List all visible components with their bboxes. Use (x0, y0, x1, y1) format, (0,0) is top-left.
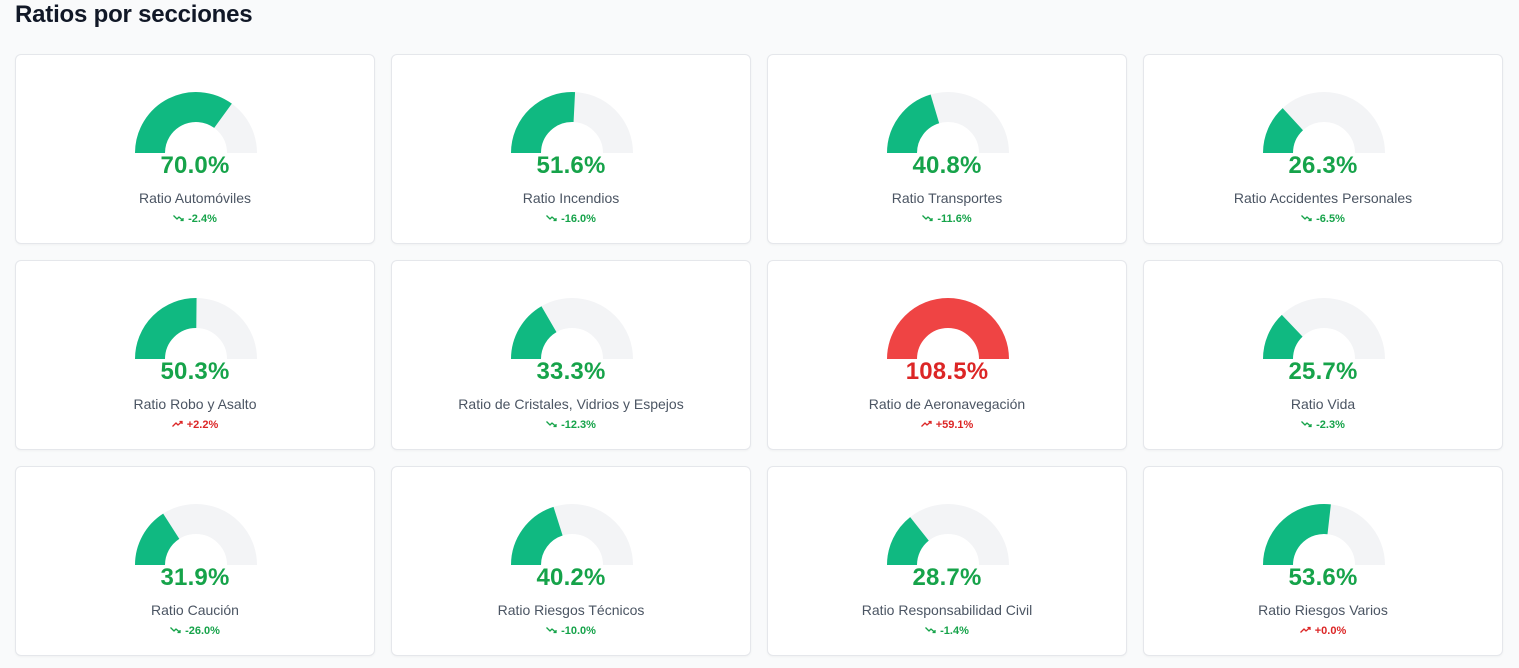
gauge-fill (511, 306, 558, 360)
trend-change-value: -2.4% (188, 213, 217, 225)
trend-change-value: -6.5% (1316, 213, 1345, 225)
trend-indicator: +0.0% (1144, 624, 1502, 638)
gauge-fill (887, 517, 930, 566)
ratio-value: 40.8% (912, 152, 982, 179)
ratio-card: 26.3% Ratio Accidentes Personales -6.5% (1143, 54, 1503, 244)
ratio-label: Ratio Transportes (891, 190, 1003, 206)
ratio-label: Ratio Accidentes Personales (1233, 190, 1413, 206)
trend-indicator: -2.4% (16, 212, 374, 226)
trend-change-value: +2.2% (186, 419, 219, 431)
gauge-fill (1263, 504, 1331, 566)
trend-change-value: +0.0% (1314, 625, 1347, 637)
ratio-label: Ratio Riesgos Técnicos (497, 602, 645, 618)
ratio-value: 28.7% (912, 564, 982, 591)
ratio-card: 51.6% Ratio Incendios -16.0% (391, 54, 751, 244)
gauge-chart (511, 504, 633, 566)
ratio-value: 33.3% (536, 358, 606, 385)
ratio-label: Ratio Responsabilidad Civil (861, 602, 1033, 618)
page-title: Ratios por secciones (15, 1, 253, 28)
ratio-card: 33.3% Ratio de Cristales, Vidrios y Espej… (391, 260, 751, 450)
trend-indicator: -12.3% (392, 418, 750, 432)
gauge-chart (135, 92, 257, 154)
gauge-chart (135, 504, 257, 566)
gauge-chart (1263, 92, 1385, 154)
ratio-label: Ratio de Cristales, Vidrios y Espejos (458, 396, 684, 412)
ratio-value: 31.9% (160, 564, 230, 591)
trend-indicator: -6.5% (1144, 212, 1502, 226)
ratio-value: 108.5% (905, 358, 989, 385)
gauge-fill (887, 94, 940, 154)
gauge-chart (511, 298, 633, 360)
ratio-card: 28.7% Ratio Responsabilidad Civil -1.4% (767, 466, 1127, 656)
trend-indicator: +2.2% (16, 418, 374, 432)
trending-down-icon (922, 215, 934, 222)
trending-up-icon (920, 420, 932, 427)
gauge-fill (1263, 314, 1304, 360)
trend-indicator: -10.0% (392, 624, 750, 638)
trend-change-value: -2.3% (1316, 419, 1345, 431)
gauge-chart (887, 92, 1009, 154)
ratio-label: Ratio Riesgos Varios (1258, 602, 1388, 618)
ratio-card: 31.9% Ratio Caución -26.0% (15, 466, 375, 656)
ratio-card: 53.6% Ratio Riesgos Varios +0.0% (1143, 466, 1503, 656)
gauge-fill (511, 506, 564, 566)
gauge-chart (887, 504, 1009, 566)
ratio-label: Ratio Incendios (522, 190, 620, 206)
gauge-chart (135, 297, 257, 360)
trend-change-value: +59.1% (935, 419, 974, 431)
trending-down-icon (546, 627, 557, 634)
trending-down-icon (1301, 421, 1312, 428)
trend-indicator: -2.3% (1144, 418, 1502, 432)
trending-down-icon (546, 215, 557, 222)
ratio-value: 70.0% (160, 152, 230, 179)
gauge-fill (511, 92, 576, 154)
gauge-fill (135, 297, 198, 360)
gauge-fill (135, 92, 232, 154)
trend-indicator: -11.6% (768, 212, 1126, 226)
ratio-card: 50.3% Ratio Robo y Asalto +2.2% (15, 260, 375, 450)
trend-change-value: -16.0% (561, 213, 596, 225)
trending-down-icon (1301, 215, 1312, 222)
trend-change-value: -10.0% (561, 625, 596, 637)
trend-indicator: -26.0% (16, 624, 374, 638)
ratio-value: 51.6% (536, 152, 606, 179)
ratio-label: Ratio de Aeronavegación (868, 396, 1026, 412)
ratio-label: Ratio Automóviles (138, 190, 252, 206)
ratio-label: Ratio Robo y Asalto (133, 396, 257, 412)
trend-change-value: -12.3% (561, 419, 596, 431)
ratio-card: 108.5% Ratio de Aeronavegación +59.1% (767, 260, 1127, 450)
ratio-value: 25.7% (1288, 358, 1358, 385)
trending-down-icon (173, 215, 184, 222)
gauge-fill (887, 298, 1009, 360)
trending-up-icon (1299, 626, 1311, 633)
ratio-label: Ratio Caución (151, 602, 239, 618)
gauge-fill (135, 513, 180, 566)
ratio-card: 70.0% Ratio Automóviles -2.4% (15, 54, 375, 244)
gauge-fill (1263, 108, 1304, 154)
ratio-cards-grid: 70.0% Ratio Automóviles -2.4% 51.6% Ratio In… (15, 54, 1503, 656)
ratio-value: 50.3% (160, 358, 230, 385)
ratio-label: Ratio Vida (1290, 396, 1356, 412)
ratio-card: 25.7% Ratio Vida -2.3% (1143, 260, 1503, 450)
trending-down-icon (546, 421, 557, 428)
ratio-value: 53.6% (1288, 564, 1358, 591)
ratio-card: 40.2% Ratio Riesgos Técnicos -10.0% (391, 466, 751, 656)
trend-change-value: -11.6% (937, 213, 972, 225)
trend-indicator: -16.0% (392, 212, 750, 226)
trending-down-icon (925, 627, 936, 634)
gauge-chart (511, 92, 633, 154)
ratio-value: 40.2% (536, 564, 606, 591)
trend-indicator: +59.1% (768, 418, 1126, 432)
gauge-chart (887, 298, 1009, 360)
gauge-chart (1263, 504, 1385, 566)
trending-up-icon (171, 420, 183, 427)
trending-down-icon (170, 627, 181, 634)
trend-change-value: -26.0% (185, 625, 220, 637)
trend-change-value: -1.4% (940, 625, 969, 637)
ratio-card: 40.8% Ratio Transportes -11.6% (767, 54, 1127, 244)
ratio-value: 26.3% (1288, 152, 1358, 179)
trend-indicator: -1.4% (768, 624, 1126, 638)
gauge-chart (1263, 298, 1385, 360)
